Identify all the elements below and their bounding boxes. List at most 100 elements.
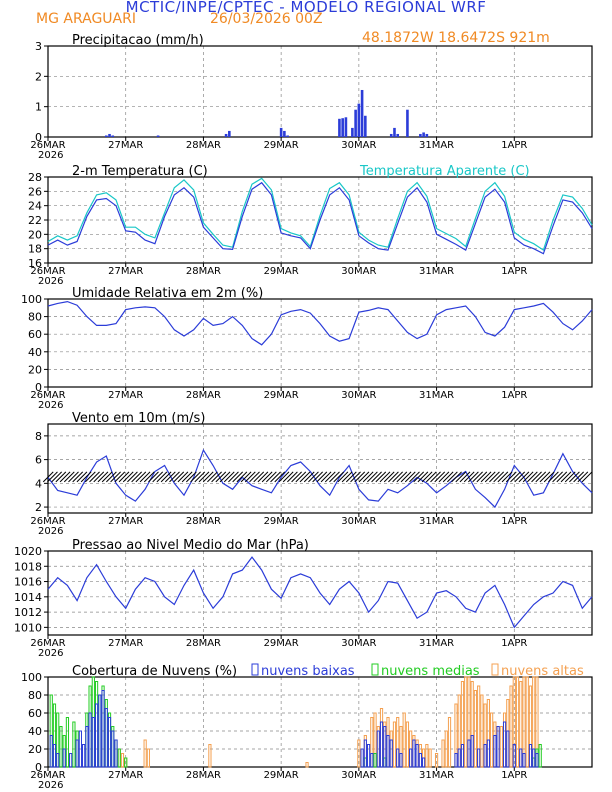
precip-xtick-label: 26MAR — [30, 140, 65, 151]
wind-barb — [367, 473, 376, 483]
wind-barb-tick — [577, 471, 580, 475]
clouds-ytick-label: 60 — [28, 707, 42, 720]
wind-barb-tick — [518, 471, 521, 475]
wind-barb-tick — [408, 471, 412, 475]
cloud-high-bar — [305, 762, 309, 768]
cloud-high-bar — [146, 748, 150, 768]
precip-bar — [393, 127, 396, 137]
wind-barb-tick — [194, 471, 197, 475]
precip-bar — [228, 130, 231, 137]
wind-barb — [388, 473, 397, 483]
cloud-high-bar — [402, 712, 406, 768]
wind-barb — [303, 473, 313, 483]
cloud-low-bar — [386, 735, 390, 768]
wind-barb-tick — [454, 471, 458, 475]
wind-barb-tick — [450, 471, 454, 475]
wind-barb-tick — [151, 471, 155, 475]
wind-barb-tick — [67, 471, 71, 475]
cloud-high-bar — [392, 721, 397, 768]
cloud-mid-bar — [72, 721, 76, 768]
temp-xtick-label: 29MAR — [264, 266, 299, 277]
wind-barb — [190, 473, 199, 483]
wind-barb-tick — [177, 471, 180, 475]
cloud-high-bar — [525, 676, 529, 768]
wind-barb — [207, 473, 216, 483]
wind-barb — [501, 473, 511, 483]
wind-ytick-label: 2 — [35, 501, 42, 514]
wind-barb — [468, 473, 477, 483]
clouds-ytick-label: 100 — [21, 671, 42, 684]
wind-barb-tick — [421, 471, 425, 475]
wind-barb — [354, 473, 364, 483]
rh-xtick-label: 30MAR — [341, 390, 376, 401]
cloud-low-bar — [477, 748, 481, 768]
wind-barb — [430, 473, 439, 483]
wind-barb-tick — [307, 471, 311, 475]
temp-xtick-label: 31MAR — [419, 266, 454, 277]
wind-barb-tick — [362, 471, 366, 475]
wind-barb — [514, 473, 524, 483]
wind-barb — [228, 473, 237, 483]
wind-barb-tick — [484, 471, 488, 475]
wind-barb — [114, 473, 124, 483]
clouds-xtick-label: 26MAR — [30, 770, 65, 781]
wind-barb — [173, 473, 183, 483]
wind-barb-tick — [156, 471, 159, 475]
precip-xtick-label: 31MAR — [419, 140, 454, 151]
cloud-low-bar — [506, 730, 510, 768]
precip-xtick-label: 28MAR — [186, 140, 221, 151]
precip-xtick-label: 1APR — [501, 140, 527, 151]
wind-barb-tick — [391, 471, 395, 475]
wind-barb — [308, 473, 317, 483]
precip-bar — [224, 133, 228, 137]
wind-barb — [89, 473, 98, 483]
wind-barb — [459, 473, 469, 483]
cloud-low-bar — [94, 703, 99, 768]
wind-barb-tick — [185, 471, 189, 475]
clouds-xtick-label: 28MAR — [186, 770, 221, 781]
wind-barb — [101, 473, 111, 483]
cloud-low-bar — [522, 753, 526, 768]
wind-ytick-label: 8 — [35, 430, 42, 443]
wind-barb-tick — [172, 471, 176, 475]
cloud-low-bar — [85, 726, 89, 768]
temp-ytick-label: 24 — [28, 200, 42, 213]
wind-barb-tick — [387, 471, 391, 475]
temp-ytick-label: 16 — [28, 257, 42, 270]
cloud-low-bar — [502, 721, 507, 768]
wind-barb — [223, 473, 233, 483]
wind-barb-tick — [522, 471, 526, 475]
temp-legend: Temperatura Aparente (C) — [359, 164, 530, 179]
wind-barb-tick — [492, 471, 496, 475]
rh-ytick-label: 40 — [28, 346, 42, 359]
cloud-high-bar — [208, 744, 212, 768]
wind-barb-tick — [497, 471, 500, 475]
wind-barb-tick — [568, 471, 572, 475]
wind-barb — [505, 473, 515, 483]
wind-barb — [295, 473, 305, 483]
wind-barb — [358, 473, 368, 483]
wind-barb — [548, 473, 557, 483]
wind-barb-tick — [375, 471, 378, 475]
wind-barb — [484, 473, 494, 483]
wind-barb-tick — [564, 471, 568, 475]
cloud-low-bar — [389, 739, 393, 768]
wind-barb — [55, 473, 65, 483]
wind-barb — [152, 473, 162, 483]
cloud-mid-bar — [117, 748, 121, 768]
wind-barb — [531, 473, 540, 483]
wind-barb-tick — [404, 471, 408, 475]
wind-barb — [404, 473, 414, 483]
wind-barb-tick — [589, 471, 593, 475]
clouds-title: Cobertura de Nuvens (%) — [72, 664, 237, 679]
wind-barb-tick — [240, 471, 244, 475]
wind-barb — [396, 473, 406, 483]
wind-barb — [122, 473, 132, 483]
wind-barb — [581, 473, 591, 483]
wind-barb-tick — [143, 471, 147, 475]
wind-barb-tick — [290, 471, 294, 475]
wind-frame — [47, 423, 593, 514]
precip-bar — [156, 135, 160, 137]
wind-barb — [169, 473, 178, 483]
wind-barb-tick — [480, 471, 483, 475]
